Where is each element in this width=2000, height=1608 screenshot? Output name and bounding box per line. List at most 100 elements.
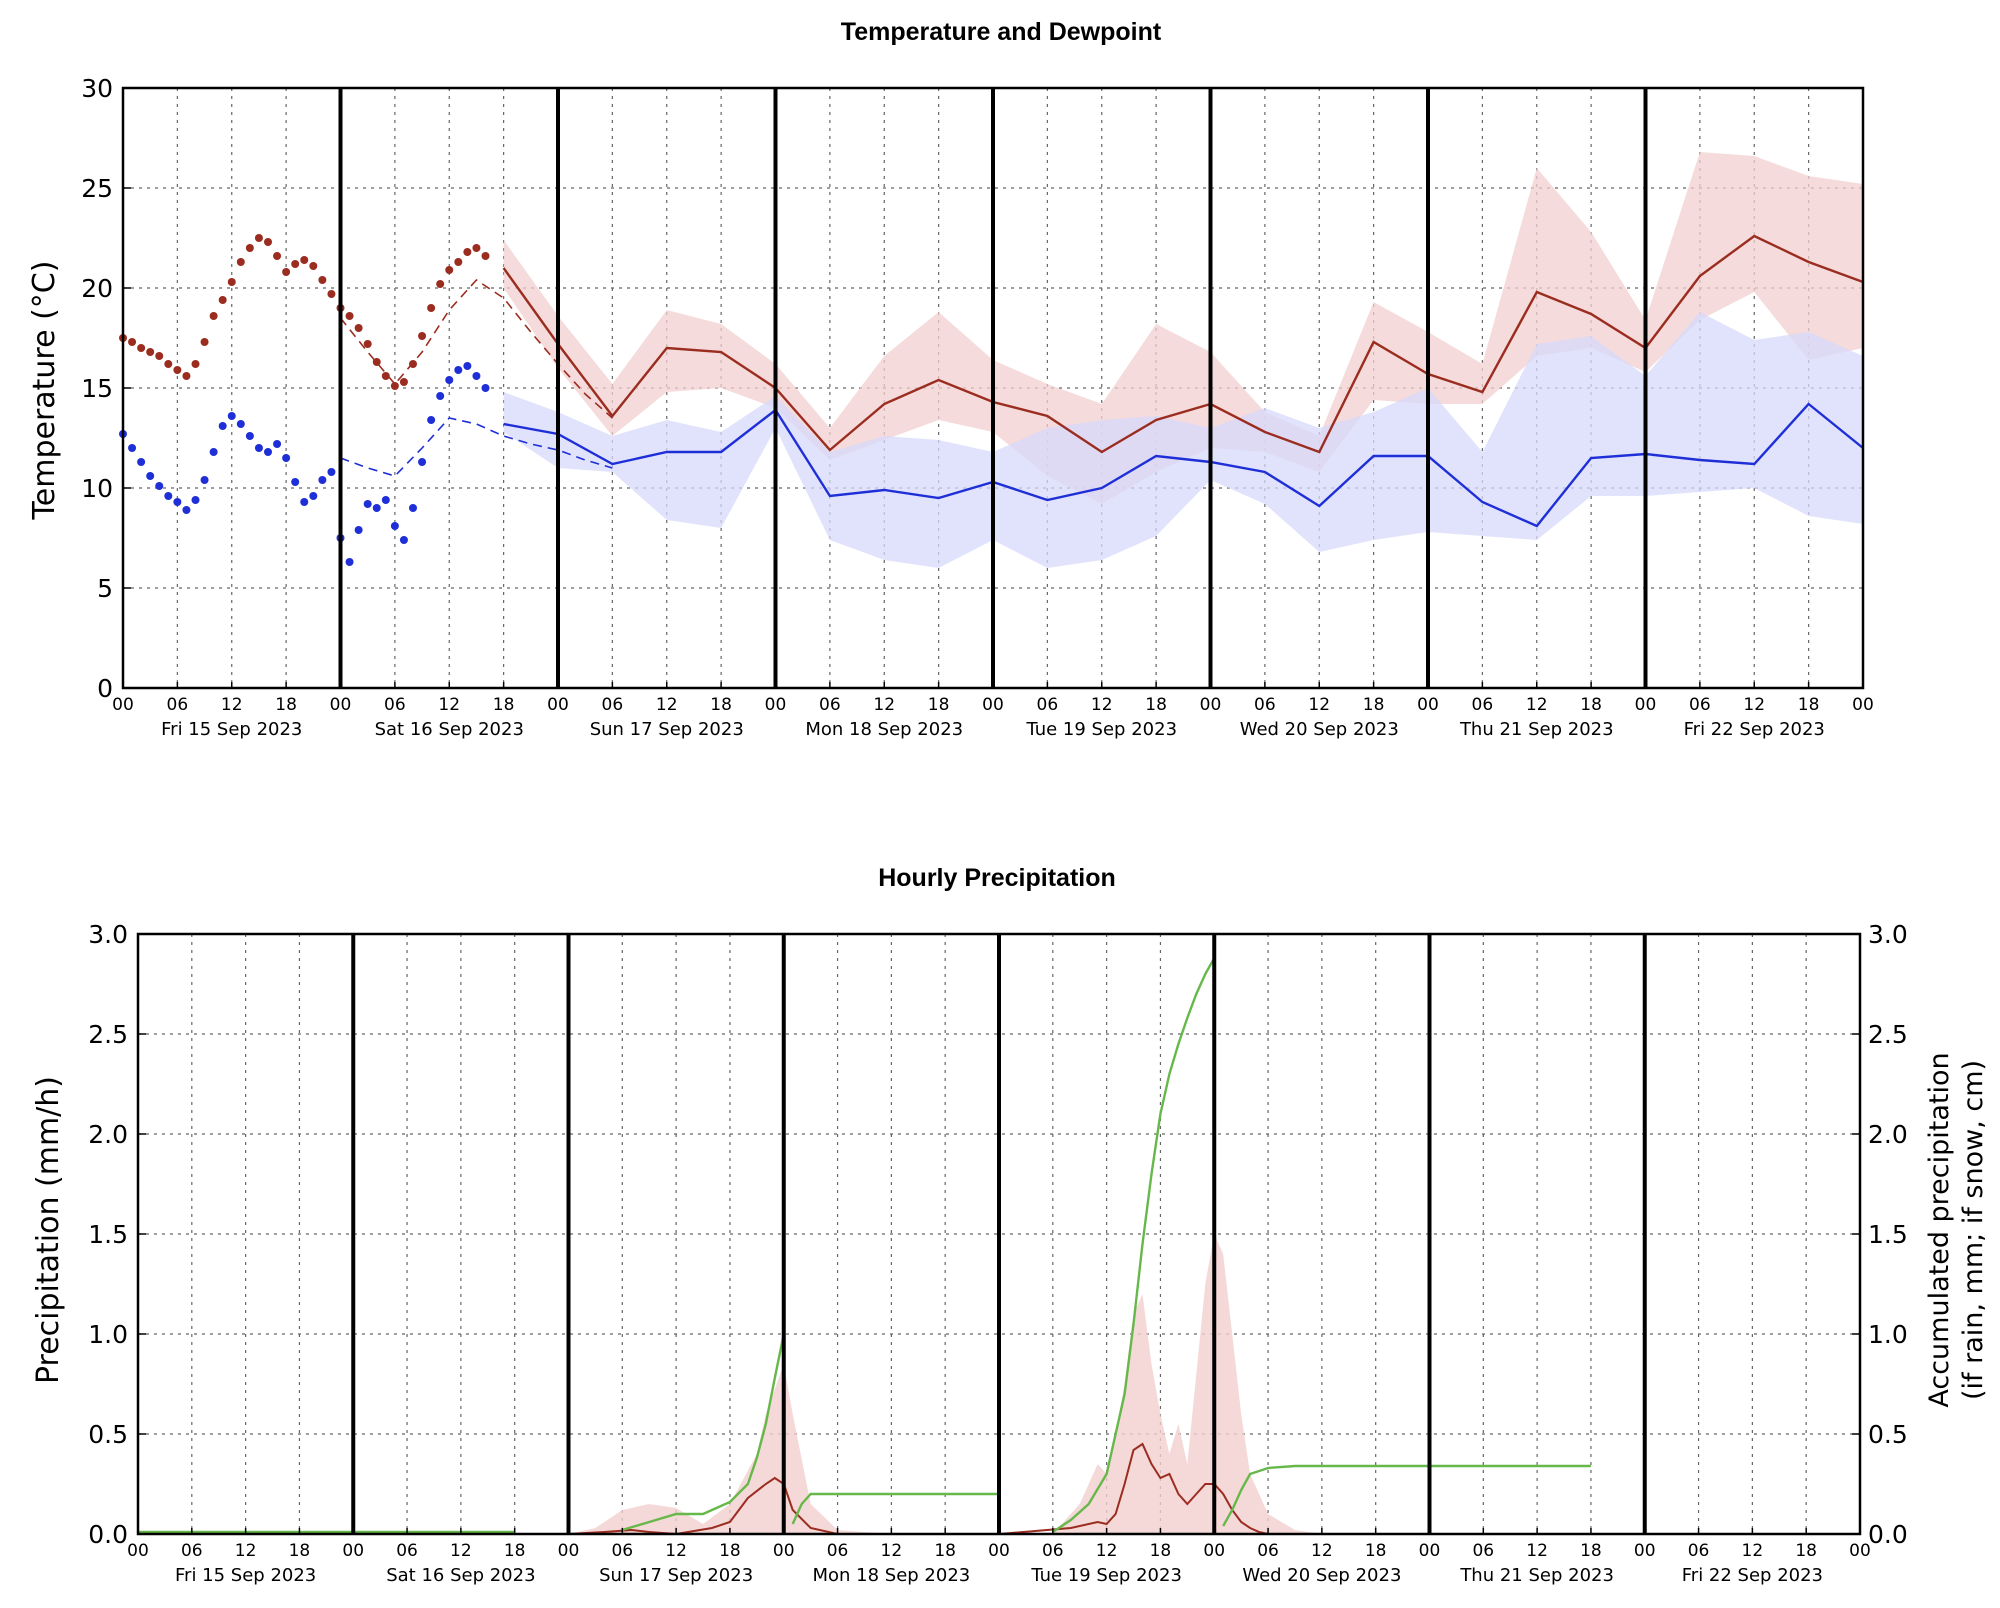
temperature-day-labels: Fri 15 Sep 2023 Sat 16 Sep 2023 Sun 17 Sep… xyxy=(161,719,1825,740)
precipitation-y-ticks-right: 0.0 0.5 1.0 1.5 2.0 2.5 3.0 xyxy=(1852,920,1908,1549)
temperature-observed-point xyxy=(291,260,300,268)
dewpoint-observed-point xyxy=(390,522,399,530)
temperature-observed-point xyxy=(182,372,191,380)
precipitation-xtick-label: 18 xyxy=(1580,1541,1602,1561)
temperature-observed-point xyxy=(472,244,481,252)
accumulated-precipitation-line xyxy=(621,1333,785,1532)
temperature-day-label: Mon 18 Sep 2023 xyxy=(805,719,963,740)
precipitation-ytick-right-label: 1.5 xyxy=(1868,1220,1908,1249)
temperature-observed-point xyxy=(372,358,381,366)
dewpoint-observed-point xyxy=(363,500,372,508)
precipitation-xtick-label: 18 xyxy=(934,1541,956,1561)
precipitation-ytick-right-label: 2.5 xyxy=(1868,1020,1908,1049)
precipitation-ytick-label: 0.0 xyxy=(88,1520,128,1549)
accumulated-precipitation-line xyxy=(791,1492,999,1525)
temperature-ytick-label: 10 xyxy=(81,474,113,503)
temperature-observed-point xyxy=(454,258,463,266)
dewpoint-observed-point xyxy=(155,482,164,490)
temperature-xtick-label: 06 xyxy=(602,695,624,715)
precipitation-xtick-label: 18 xyxy=(289,1541,311,1561)
temperature-xtick-label: 00 xyxy=(330,695,352,715)
temperature-xtick-label: 12 xyxy=(438,695,460,715)
temperature-ytick-label: 30 xyxy=(81,74,113,103)
temperature-ytick-label: 25 xyxy=(81,174,113,203)
precipitation-xtick-label: 00 xyxy=(1203,1541,1225,1561)
dewpoint-observed-point xyxy=(236,420,245,428)
precipitation-day-label: Thu 21 Sep 2023 xyxy=(1459,1565,1614,1586)
temperature-xtick-label: 12 xyxy=(1091,695,1113,715)
temperature-observed-point xyxy=(273,252,282,260)
precipitation-day-labels: Fri 15 Sep 2023 Sat 16 Sep 2023 Sun 17 Sep… xyxy=(175,1565,1823,1586)
temperature-dewpoint-chart: Temperature and Dewpoint Temperature (°C… xyxy=(27,18,1874,740)
temperature-observed-point xyxy=(427,304,436,312)
temperature-xtick-label: 18 xyxy=(710,695,732,715)
temperature-observed-point xyxy=(318,276,327,284)
temperature-xtick-label: 06 xyxy=(1472,695,1494,715)
temperature-observed-point xyxy=(209,312,218,320)
dewpoint-observed-point xyxy=(200,476,209,484)
temperature-ytick-label: 0 xyxy=(97,674,113,703)
precipitation-ytick-label: 1.0 xyxy=(88,1320,128,1349)
temperature-observed-point xyxy=(309,262,318,270)
precipitation-xtick-label: 00 xyxy=(1634,1541,1656,1561)
precipitation-day-label: Fri 22 Sep 2023 xyxy=(1682,1565,1823,1586)
temperature-xtick-label: 18 xyxy=(493,695,515,715)
precipitation-xtick-label: 18 xyxy=(1365,1541,1387,1561)
temperature-observed-point xyxy=(245,244,254,252)
precipitation-xtick-label: 12 xyxy=(1742,1541,1764,1561)
precipitation-xtick-label: 00 xyxy=(1419,1541,1441,1561)
dewpoint-observed-point xyxy=(300,498,309,506)
accumulated-precipitation-line xyxy=(1222,1464,1591,1527)
precipitation-xtick-label: 06 xyxy=(396,1541,418,1561)
temperature-xtick-label: 06 xyxy=(1037,695,1059,715)
temperature-xtick-label: 18 xyxy=(275,695,297,715)
temperature-xtick-label: 00 xyxy=(1852,695,1874,715)
dewpoint-observed-point xyxy=(227,412,236,420)
precipitation-xtick-label: 12 xyxy=(450,1541,472,1561)
dewpoint-observed-point xyxy=(427,416,436,424)
temperature-observed-point xyxy=(227,278,236,286)
temperature-observed-point xyxy=(254,234,263,242)
accumulated-ylabel-line-1: Accumulated precipitation xyxy=(1924,1052,1955,1407)
precipitation-day-label: Fri 15 Sep 2023 xyxy=(175,1565,316,1586)
precipitation-ytick-right-label: 0.5 xyxy=(1868,1420,1908,1449)
precipitation-xtick-label: 06 xyxy=(611,1541,633,1561)
dewpoint-observed-point xyxy=(209,448,218,456)
dewpoint-observed-point xyxy=(182,506,191,514)
precipitation-series-lines xyxy=(138,957,1591,1536)
precipitation-y-ticks-left: 0.0 0.5 1.0 1.5 2.0 2.5 3.0 xyxy=(88,920,146,1549)
temperature-forecast-bands xyxy=(503,152,1864,568)
temperature-observed-point xyxy=(436,280,445,288)
precipitation-day-separators xyxy=(351,934,1647,1534)
precipitation-day-label: Sat 16 Sep 2023 xyxy=(386,1565,535,1586)
temperature-xtick-label: 00 xyxy=(1417,695,1439,715)
precipitation-xtick-label: 06 xyxy=(1042,1541,1064,1561)
precipitation-xtick-label: 12 xyxy=(881,1541,903,1561)
precipitation-ytick-label: 3.0 xyxy=(88,920,128,949)
temperature-xtick-label: 00 xyxy=(765,695,787,715)
temperature-xtick-label: 00 xyxy=(1200,695,1222,715)
dewpoint-observed-point xyxy=(291,478,300,486)
precipitation-xtick-label: 12 xyxy=(1526,1541,1548,1561)
temperature-observed-point xyxy=(128,338,137,346)
temperature-xtick-label: 12 xyxy=(1308,695,1330,715)
dewpoint-observed-point xyxy=(128,444,137,452)
temperature-ylabel: Temperature (°C) xyxy=(27,261,62,521)
precipitation-xtick-label: 00 xyxy=(1849,1541,1871,1561)
accumulated-precipitation-line xyxy=(1052,957,1216,1533)
temperature-xtick-label: 06 xyxy=(1689,695,1711,715)
temperature-observed-point xyxy=(409,360,417,368)
temperature-observed-point xyxy=(345,312,354,320)
temperature-y-ticks: 0 5 10 15 20 25 30 xyxy=(81,74,131,703)
dewpoint-model-dashed-line xyxy=(340,417,613,477)
dewpoint-observed-point xyxy=(354,526,363,534)
precipitation-ytick-label: 1.5 xyxy=(88,1220,128,1249)
temperature-xtick-label: 06 xyxy=(384,695,406,715)
dewpoint-observed-point xyxy=(463,362,472,370)
precipitation-xtick-label: 18 xyxy=(719,1541,741,1561)
precipitation-day-label: Wed 20 Sep 2023 xyxy=(1242,1565,1401,1586)
dewpoint-observed-point xyxy=(481,384,490,392)
temperature-observed-point xyxy=(463,248,472,256)
dewpoint-observed-point xyxy=(137,458,146,466)
precipitation-xtick-label: 18 xyxy=(1150,1541,1172,1561)
